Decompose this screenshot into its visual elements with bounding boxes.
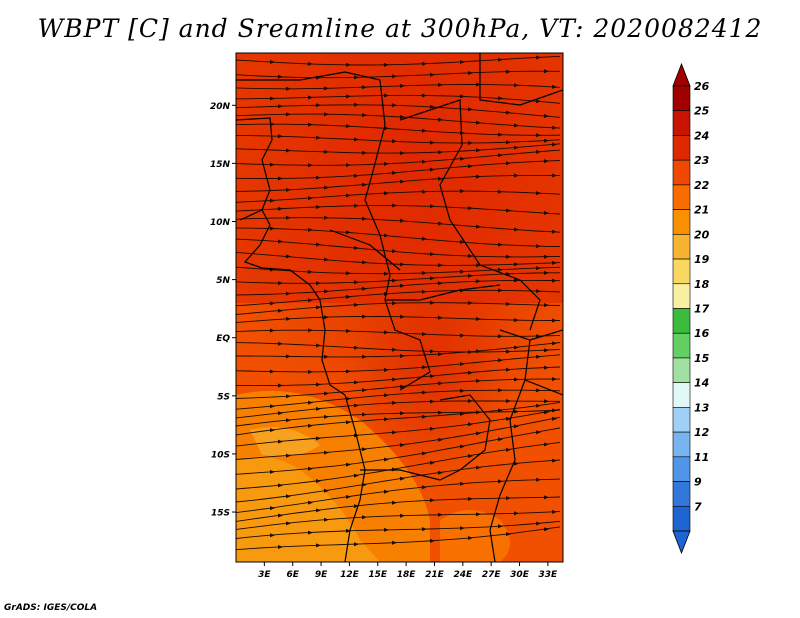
lon-label: 30E	[510, 570, 530, 580]
colorbar-label: 7	[694, 500, 702, 513]
lon-label: 12E	[340, 570, 360, 580]
lon-label: 18E	[397, 570, 417, 580]
colorbar-swatch	[672, 234, 691, 260]
colorbar-swatch	[672, 110, 691, 136]
colorbar: 26 25 24 23 22 21 20 19 18 17 16 15 14 13 12 11 9 7	[672, 62, 710, 555]
lon-label: 9E	[315, 570, 328, 580]
colorbar-label: 21	[694, 204, 709, 217]
colorbar-swatch	[672, 209, 691, 235]
colorbar-bottom-arrow	[672, 530, 691, 555]
colorbar-swatch	[672, 85, 691, 112]
colorbar-swatch	[672, 505, 691, 532]
colorbar-swatch	[672, 431, 691, 458]
colorbar-label: 15	[694, 352, 710, 365]
lon-label: 33E	[539, 570, 559, 580]
colorbar-label: 9	[694, 476, 702, 489]
longitude-axis: 3E 6E 9E 12E 15E 18E 21E 24E 27E 30E 33E	[258, 562, 558, 580]
colorbar-swatch	[672, 456, 691, 482]
colorbar-swatch	[672, 308, 691, 334]
colorbar-label: 23	[694, 154, 710, 167]
colorbar-swatch	[672, 283, 691, 309]
colorbar-swatch	[672, 258, 691, 285]
colorbar-label: 22	[694, 179, 710, 192]
colorbar-label: 18	[694, 278, 710, 291]
lat-label: 15N	[210, 160, 231, 170]
lat-label: 5S	[217, 392, 230, 402]
lon-label: 15E	[368, 570, 388, 580]
lon-label: 21E	[425, 570, 445, 580]
latitude-axis: 20N 15N 10N 5N EQ 5S 10S 15S	[210, 102, 236, 519]
colorbar-label: 14	[694, 377, 709, 390]
colorbar-swatch	[672, 159, 691, 186]
colorbar-top-arrow	[672, 62, 691, 87]
chart-title: WBPT [C] and Sreamline at 300hPa, VT: 20…	[37, 14, 763, 43]
colorbar-label: 19	[694, 253, 710, 266]
colorbar-label: 11	[694, 451, 709, 464]
colorbar-label: 26	[694, 80, 710, 93]
colorbar-label: 24	[694, 129, 709, 142]
lat-label: 20N	[210, 102, 231, 112]
lon-label: 3E	[258, 570, 271, 580]
colorbar-swatch	[672, 357, 691, 383]
lon-label: 6E	[286, 570, 299, 580]
colorbar-label: 12	[694, 426, 710, 439]
colorbar-label: 25	[694, 105, 710, 118]
grads-credit: GrADS: IGES/COLA	[4, 603, 98, 613]
colorbar-swatch	[672, 481, 691, 507]
colorbar-label: 20	[694, 228, 710, 241]
lat-label: 10S	[211, 450, 230, 460]
lat-label: 10N	[210, 218, 231, 228]
lon-label: 27E	[482, 570, 502, 580]
lon-label: 24E	[453, 570, 473, 580]
lat-label: EQ	[216, 334, 230, 344]
lat-label: 5N	[216, 276, 230, 286]
map-frame	[235, 52, 564, 563]
colorbar-swatch	[672, 332, 691, 359]
temperature-field	[236, 53, 563, 562]
colorbar-swatch	[672, 135, 691, 161]
colorbar-swatch	[672, 382, 691, 408]
colorbar-swatch	[672, 184, 691, 210]
colorbar-label: 13	[694, 401, 710, 414]
colorbar-label: 16	[694, 327, 710, 340]
colorbar-swatch	[672, 407, 691, 433]
lat-label: 15S	[211, 509, 230, 519]
colorbar-label: 17	[694, 303, 710, 316]
